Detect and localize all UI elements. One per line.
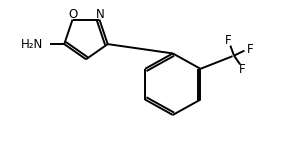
Text: F: F <box>225 34 232 47</box>
Text: F: F <box>247 43 253 56</box>
Text: O: O <box>68 8 77 21</box>
Text: H₂N: H₂N <box>21 38 43 51</box>
Text: N: N <box>96 8 104 21</box>
Text: F: F <box>239 63 246 76</box>
